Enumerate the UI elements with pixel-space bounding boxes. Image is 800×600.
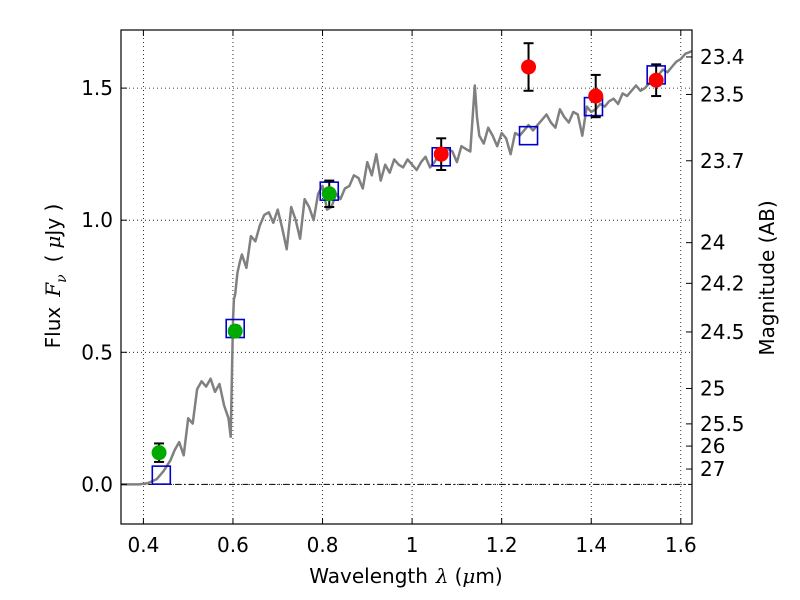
- model-square-marker: [151, 465, 172, 485]
- y-tick-label: 0.5: [81, 340, 113, 364]
- y-tick-label: 0.0: [81, 472, 113, 496]
- data-marks: [151, 42, 666, 485]
- y-tick-label: 1.0: [81, 208, 113, 232]
- plot-frame: [120, 29, 693, 525]
- red-data-point: [433, 146, 449, 162]
- red-data-point: [588, 88, 604, 104]
- green-data-point: [151, 445, 167, 461]
- red-data-point: [648, 72, 664, 88]
- y2-tick-label: 23.5: [700, 82, 745, 106]
- y2-tick-label: 24.2: [700, 271, 745, 295]
- y2-tick-label: 27: [700, 457, 725, 481]
- x-tick-label: 0.4: [127, 533, 159, 557]
- green-data-point: [227, 323, 243, 339]
- y2-tick-label: 25: [700, 376, 725, 400]
- x-axis-label: Wavelength λ (μm): [309, 564, 502, 588]
- x-tick-label: 1.6: [665, 533, 697, 557]
- red-data-point: [521, 59, 537, 75]
- y2-tick-label: 26: [700, 434, 725, 458]
- y-axis-ticks: 0.0 0.5 1.0 1.5: [81, 76, 127, 496]
- y-axis-label: FluxFν(μJy ): [41, 204, 70, 349]
- x-tick-label: 1.2: [486, 533, 518, 557]
- model-square-marker: [518, 125, 539, 146]
- x-tick-label: 0.6: [217, 533, 249, 557]
- x-axis-ticks: 0.4 0.6 0.8 1 1.2 1.4 1.6: [127, 30, 697, 557]
- y2-axis-label: Magnitude (AB): [755, 200, 779, 355]
- x-tick-label: 0.8: [307, 533, 339, 557]
- green-data-point: [321, 186, 337, 202]
- x-tick-label: 1.4: [575, 533, 607, 557]
- y-tick-label: 1.5: [81, 76, 113, 100]
- y2-tick-label: 24: [700, 231, 725, 255]
- x-tick-label: 1: [406, 533, 419, 557]
- y2-tick-label: 23.4: [700, 45, 745, 69]
- y2-tick-label: 24.5: [700, 320, 745, 344]
- y2-tick-label: 25.5: [700, 412, 745, 436]
- y2-tick-label: 23.7: [700, 149, 745, 173]
